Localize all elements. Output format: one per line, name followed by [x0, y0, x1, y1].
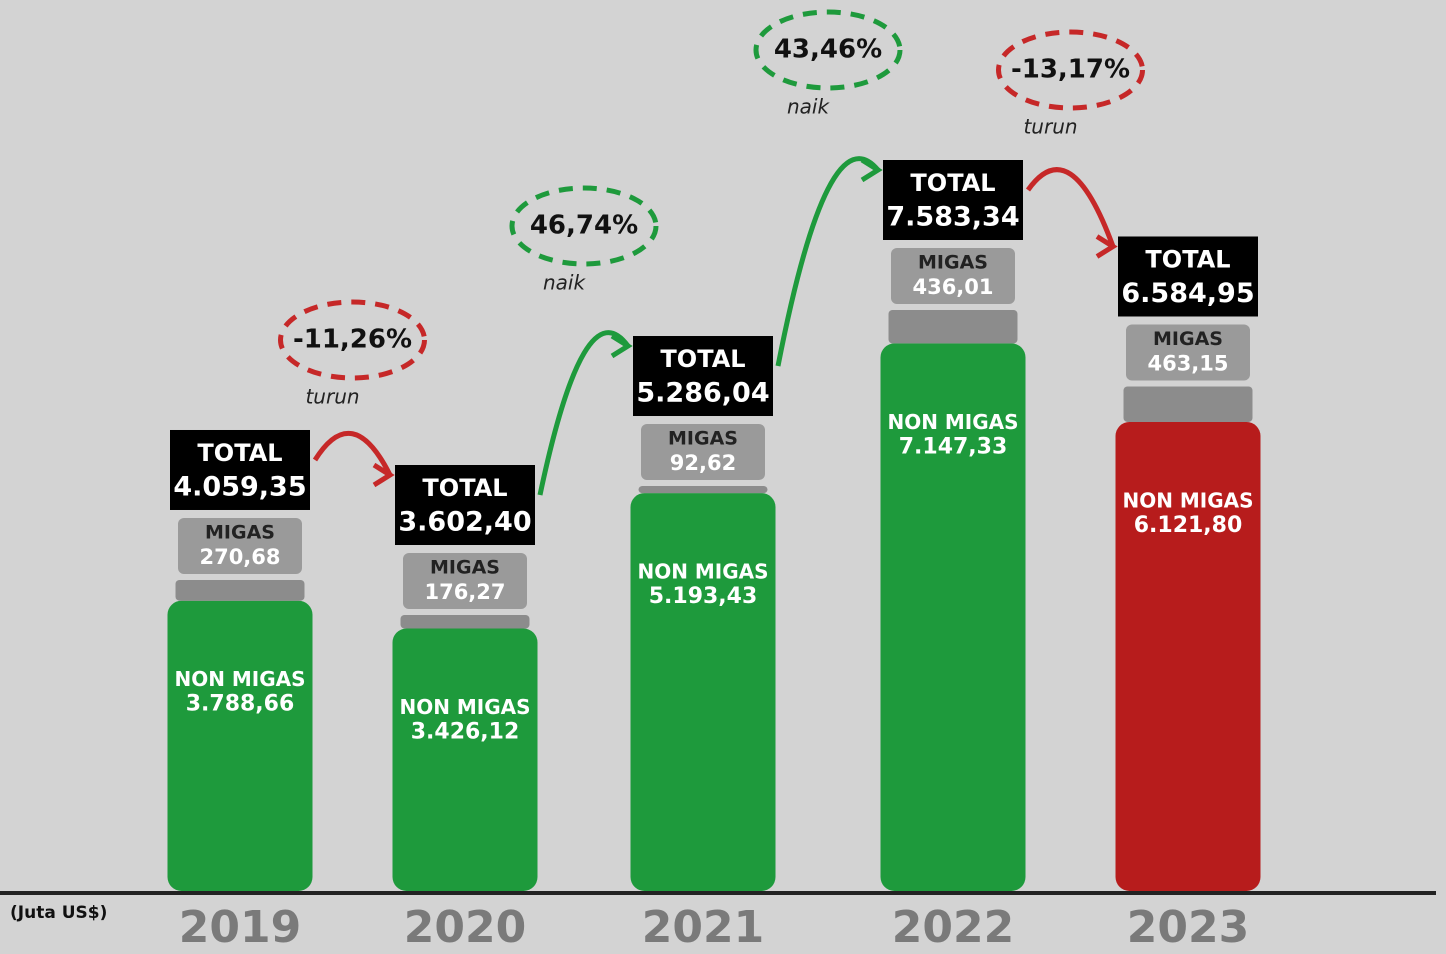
- change-value: -11,26%: [293, 324, 412, 354]
- change-label: turun: [305, 384, 359, 408]
- change-value: -13,17%: [1011, 55, 1130, 85]
- value-label: 7.147,33: [899, 434, 1008, 459]
- change-label: turun: [1023, 115, 1077, 139]
- total-value: 3.602,40: [398, 507, 531, 538]
- total-value: 4.059,35: [173, 471, 306, 502]
- bar-segment: [889, 310, 1018, 343]
- change-label: naik: [543, 271, 586, 295]
- value-label: 3.426,12: [411, 720, 520, 745]
- change-value: 43,46%: [774, 35, 882, 65]
- series-label: MIGAS: [668, 428, 738, 450]
- series-label: MIGAS: [205, 521, 275, 543]
- chart: (Juta US$) 2019NON MIGAS3.788,66MIGAS270…: [0, 0, 1446, 954]
- bar-segment: [639, 486, 768, 493]
- total-value: 7.583,34: [886, 202, 1019, 233]
- series-label: MIGAS: [430, 557, 500, 579]
- series-label: NON MIGAS: [174, 667, 305, 691]
- value-label: 3.788,66: [186, 692, 295, 717]
- bar-segment: [168, 601, 313, 891]
- value-label: 463,15: [1147, 351, 1228, 375]
- series-label: MIGAS: [918, 252, 988, 274]
- change-value: 46,74%: [530, 211, 638, 241]
- x-tick-label: 2022: [892, 902, 1014, 953]
- bar-segment: [393, 629, 538, 891]
- value-label: 5.193,43: [649, 584, 758, 609]
- series-label: MIGAS: [1153, 328, 1223, 350]
- x-tick-label: 2021: [642, 902, 764, 953]
- bar-segment: [176, 580, 305, 601]
- value-label: 176,27: [424, 580, 505, 604]
- bar-segment: [631, 493, 776, 891]
- series-label: NON MIGAS: [637, 560, 768, 584]
- unit-label: (Juta US$): [10, 903, 107, 923]
- total-label: TOTAL: [422, 474, 507, 502]
- x-tick-label: 2023: [1127, 902, 1249, 953]
- total-value: 6.584,95: [1121, 278, 1254, 309]
- value-label: 6.121,80: [1134, 513, 1243, 538]
- value-label: 270,68: [199, 545, 280, 569]
- series-label: NON MIGAS: [1122, 488, 1253, 512]
- series-label: NON MIGAS: [887, 410, 1018, 434]
- total-label: TOTAL: [197, 439, 282, 467]
- total-value: 5.286,04: [636, 378, 769, 409]
- x-tick-label: 2019: [179, 902, 301, 953]
- change-label: naik: [787, 95, 830, 119]
- value-label: 436,01: [912, 275, 993, 299]
- bar-segment: [401, 615, 530, 629]
- x-tick-label: 2020: [404, 902, 526, 953]
- total-label: TOTAL: [660, 345, 745, 373]
- total-label: TOTAL: [910, 169, 995, 197]
- series-label: NON MIGAS: [399, 695, 530, 719]
- bar-segment: [1124, 386, 1253, 421]
- value-label: 92,62: [670, 451, 736, 475]
- total-label: TOTAL: [1145, 245, 1230, 273]
